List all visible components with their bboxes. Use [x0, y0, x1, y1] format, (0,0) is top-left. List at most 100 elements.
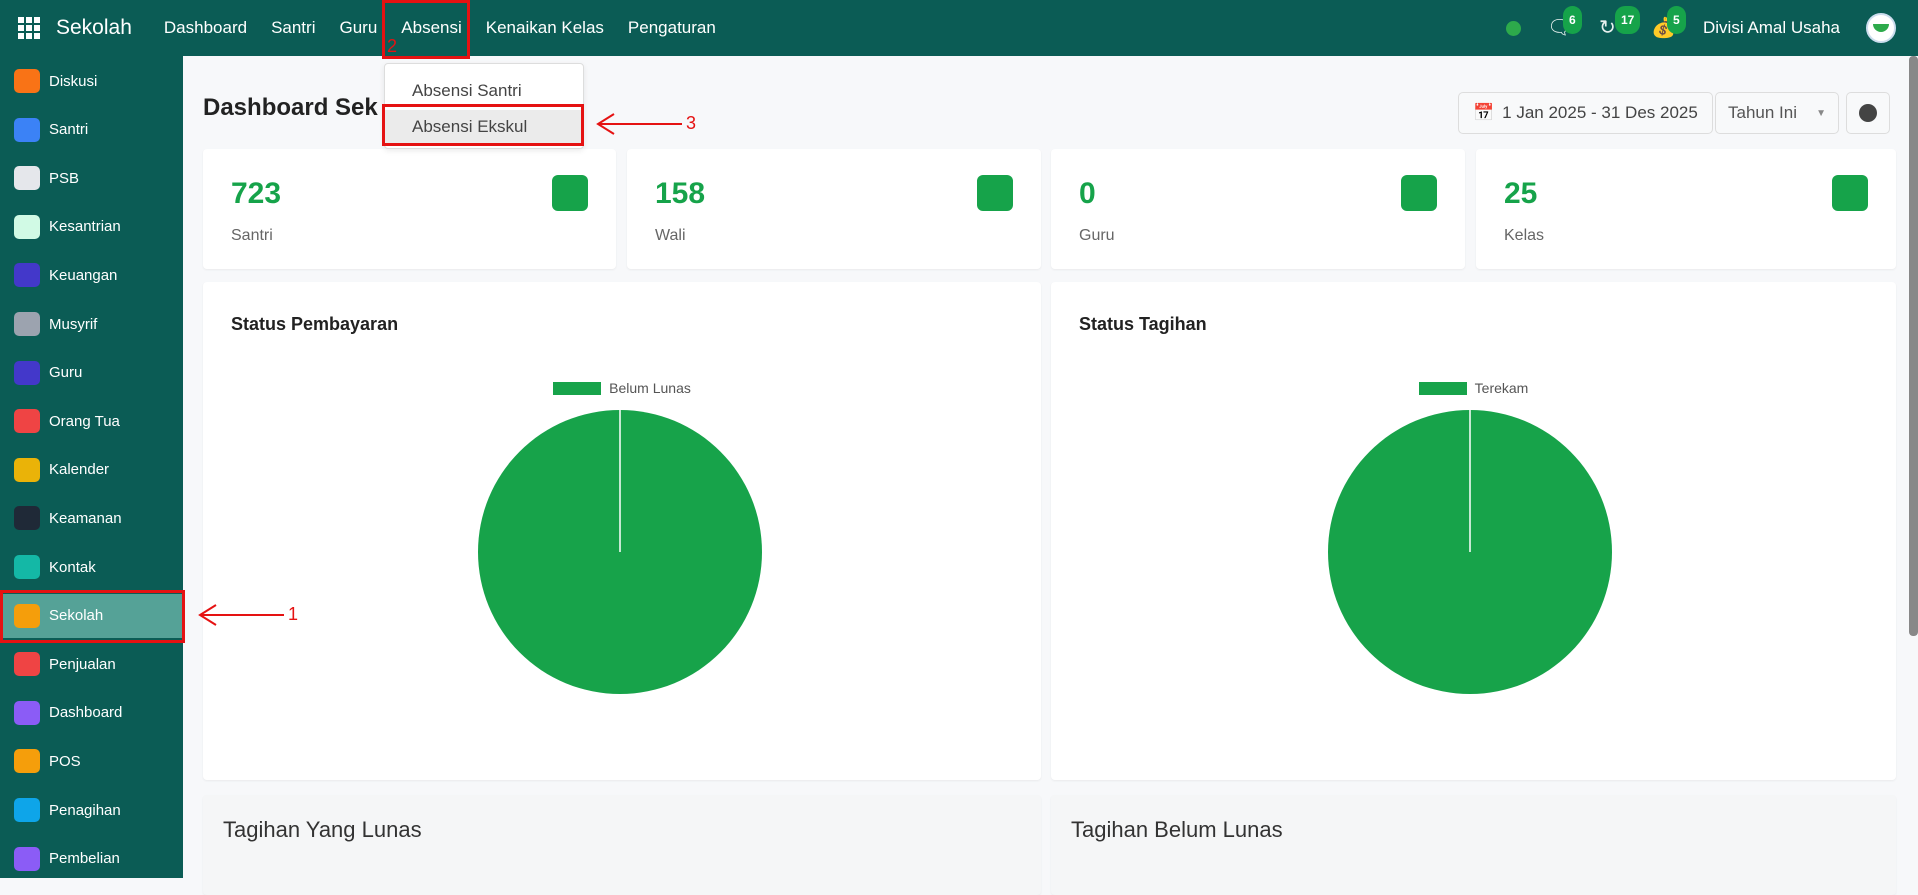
- sidebar-item-santri[interactable]: Santri: [0, 108, 183, 152]
- annotation-box-3: [382, 104, 584, 146]
- legend-label: Terekam: [1474, 380, 1529, 396]
- period-select[interactable]: Tahun Ini ▼: [1715, 92, 1839, 134]
- chart-card-status-tagihan: Status Tagihan Terekam: [1051, 282, 1896, 780]
- history-badge: 17: [1615, 6, 1641, 34]
- sidebar-item-guru[interactable]: Guru: [0, 351, 183, 395]
- penjualan-icon: [14, 652, 40, 677]
- sidebar-item-label: Kesantrian: [49, 218, 121, 236]
- scrollbar[interactable]: [1909, 56, 1918, 636]
- card-title: Tagihan Belum Lunas: [1071, 817, 1283, 842]
- musyrif-icon: [14, 312, 40, 336]
- pie-chart: [478, 410, 762, 694]
- graduate-icon: [552, 175, 588, 211]
- caret-down-icon: ▼: [1816, 107, 1826, 119]
- diskusi-icon: [14, 69, 40, 93]
- sidebar-item-kesantrian[interactable]: Kesantrian: [0, 205, 183, 249]
- annotation-label-2: 2: [387, 36, 398, 56]
- nav-pengaturan[interactable]: Pengaturan: [627, 18, 716, 37]
- sidebar-item-psb[interactable]: PSB: [0, 156, 183, 200]
- annotation-box-1: [0, 590, 185, 643]
- annotation-box-2: [382, 0, 470, 59]
- sidebar-item-label: Keuangan: [49, 266, 118, 284]
- top-navbar: Sekolah Dashboard Santri Guru Absensi Kenaik…: [0, 0, 1918, 56]
- guru-icon: [14, 360, 40, 385]
- sidebar-item-orang-tua[interactable]: Orang Tua: [0, 399, 183, 443]
- orang-tua-icon: [14, 409, 40, 434]
- sidebar: Diskusi Santri PSB Kesantrian Keuangan Musyri…: [0, 56, 183, 878]
- sidebar-item-label: Orang Tua: [49, 412, 120, 430]
- nav-kenaikan-kelas[interactable]: Kenaikan Kelas: [485, 18, 604, 37]
- sidebar-item-label: Penagihan: [49, 801, 121, 819]
- sidebar-item-diskusi[interactable]: Diskusi: [0, 59, 183, 103]
- stat-label: Kelas: [1504, 227, 1545, 244]
- annotation-label-3: 3: [686, 113, 697, 133]
- sidebar-item-label: Pembelian: [49, 850, 120, 868]
- history-icon[interactable]: ↻ 17: [1599, 6, 1641, 40]
- users-icon: [977, 175, 1013, 211]
- menu-item-absensi-ekskul[interactable]: Absensi Ekskul: [385, 110, 583, 144]
- menu-item-absensi-santri[interactable]: Absensi Santri: [412, 81, 522, 100]
- date-range-button[interactable]: 📅 1 Jan 2025 - 31 Des 2025: [1458, 92, 1713, 134]
- sidebar-item-sekolah[interactable]: Sekolah: [0, 593, 183, 638]
- sidebar-item-label: Musyrif: [49, 315, 98, 333]
- online-status-icon: [1506, 20, 1521, 36]
- sidebar-item-label: Penjualan: [49, 655, 116, 673]
- sidebar-item-kontak[interactable]: Kontak: [0, 545, 183, 589]
- main-content: Dashboard Sek 📅 1 Jan 2025 - 31 Des 2025 …: [183, 56, 1918, 895]
- sidebar-item-keuangan[interactable]: Keuangan: [0, 253, 183, 297]
- sidebar-item-kalender[interactable]: Kalender: [0, 448, 183, 492]
- apps-grid-icon[interactable]: [18, 17, 40, 39]
- annotation-label-1: 1: [288, 604, 299, 624]
- sidebar-item-label: Diskusi: [49, 72, 98, 90]
- annotation-arrow-1: [198, 604, 284, 626]
- user-name[interactable]: Divisi Amal Usaha: [1703, 18, 1840, 37]
- sidebar-item-penagihan[interactable]: Penagihan: [0, 788, 183, 832]
- sidebar-item-pembelian[interactable]: Pembelian: [0, 837, 183, 881]
- sidebar-item-penjualan[interactable]: Penjualan: [0, 642, 183, 686]
- nav-guru[interactable]: Guru: [339, 18, 378, 37]
- sidebar-item-pos[interactable]: POS: [0, 739, 183, 783]
- nav-dashboard[interactable]: Dashboard: [163, 18, 248, 37]
- nav-absensi[interactable]: Absensi: [401, 18, 462, 37]
- sidebar-item-dashboard[interactable]: Dashboard: [0, 691, 183, 735]
- chart-title: Status Tagihan: [1079, 314, 1207, 334]
- stat-value: 0: [1079, 177, 1096, 210]
- brand[interactable]: Sekolah: [56, 16, 132, 39]
- ruler-icon: [1832, 175, 1868, 211]
- clock-button[interactable]: [1846, 92, 1890, 134]
- chart-title: Status Pembayaran: [231, 314, 399, 334]
- stat-card-kelas: 25 Kelas: [1476, 149, 1896, 269]
- stat-card-santri: 723 Santri: [203, 149, 616, 269]
- page-title: Dashboard Sek: [203, 94, 378, 121]
- pie-chart: [1328, 410, 1612, 694]
- card-tagihan-belum-lunas: Tagihan Belum Lunas: [1051, 795, 1896, 895]
- avatar[interactable]: [1866, 13, 1896, 43]
- period-label: Tahun Ini: [1728, 103, 1797, 122]
- chart-legend: Belum Lunas: [203, 380, 1041, 396]
- stat-label: Guru: [1079, 227, 1115, 244]
- stat-value: 158: [655, 177, 706, 210]
- stat-value: 723: [231, 177, 282, 210]
- keamanan-icon: [14, 506, 40, 531]
- chat-icon[interactable]: 🗨 6: [1547, 6, 1582, 40]
- payment-icon[interactable]: 💰 5: [1651, 6, 1686, 40]
- santri-icon: [14, 117, 40, 142]
- stat-card-wali: 158 Wali: [627, 149, 1041, 269]
- sekolah-icon: [14, 603, 40, 628]
- stat-value: 25: [1504, 177, 1538, 210]
- nav-santri[interactable]: Santri: [271, 18, 316, 37]
- stat-label: Wali: [655, 227, 686, 244]
- sidebar-item-keamanan[interactable]: Keamanan: [0, 496, 183, 540]
- dashboard-icon: [14, 700, 40, 725]
- sidebar-item-label: Guru: [49, 364, 83, 382]
- legend-swatch: [1418, 381, 1467, 395]
- chart-legend: Terekam: [1051, 380, 1896, 396]
- date-range-label: 1 Jan 2025 - 31 Des 2025: [1502, 103, 1698, 122]
- teacher-icon: [1401, 175, 1437, 211]
- sidebar-item-label: Santri: [49, 121, 89, 139]
- legend-label: Belum Lunas: [609, 380, 691, 396]
- card-title: Tagihan Yang Lunas: [223, 817, 422, 842]
- sidebar-item-musyrif[interactable]: Musyrif: [0, 302, 183, 346]
- chat-badge: 6: [1563, 6, 1582, 34]
- annotation-arrow-3: [596, 113, 682, 135]
